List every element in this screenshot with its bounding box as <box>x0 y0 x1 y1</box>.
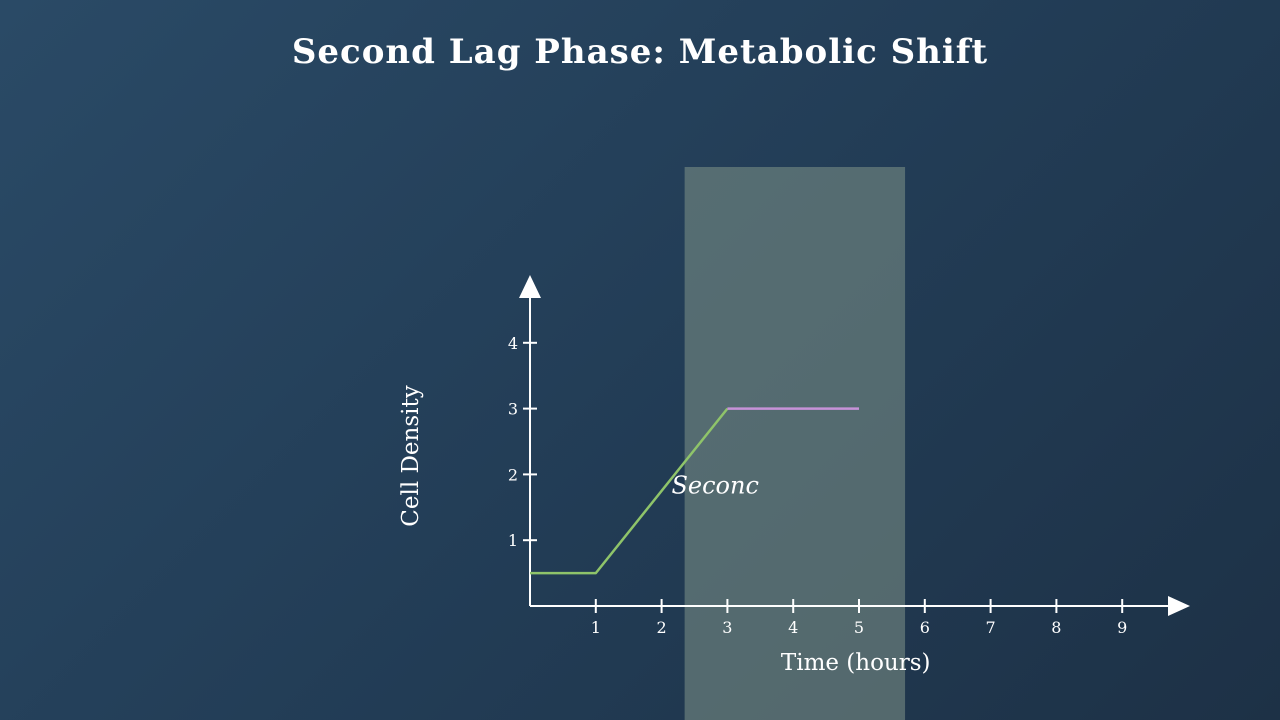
x-axis-label: Time (hours) <box>781 650 931 676</box>
y-axis-arrow <box>519 275 541 298</box>
x-tick-label: 4 <box>788 618 798 637</box>
y-tick-label: 4 <box>508 334 518 353</box>
x-tick-label: 6 <box>920 618 930 637</box>
series-line-1 <box>530 407 729 575</box>
x-tick-label: 7 <box>986 618 996 637</box>
x-tick-label: 8 <box>1051 618 1061 637</box>
y-axis-label: Cell Density <box>398 385 424 527</box>
x-tick-label: 9 <box>1117 618 1127 637</box>
y-tick-label: 1 <box>508 531 518 550</box>
page-title: Second Lag Phase: Metabolic Shift <box>291 32 989 72</box>
annotation-label: Seconc <box>671 472 758 500</box>
y-tick-label: 2 <box>508 465 518 484</box>
highlight-region <box>684 167 906 720</box>
x-tick-label: 3 <box>722 618 732 637</box>
x-tick-label: 1 <box>591 618 601 637</box>
x-tick-label: 5 <box>854 618 864 637</box>
y-tick-label: 3 <box>508 400 518 419</box>
x-tick-label: 2 <box>657 618 667 637</box>
x-axis-arrow <box>1168 596 1190 616</box>
